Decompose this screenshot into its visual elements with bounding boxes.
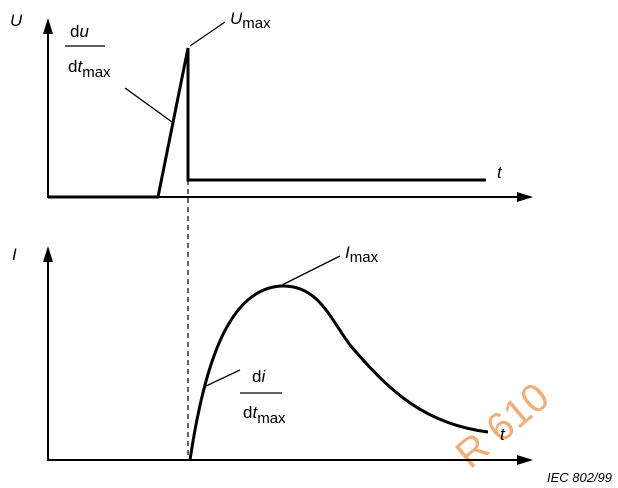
slope-numerator: di — [252, 367, 266, 386]
figure-id: IEC 802/99 — [547, 470, 612, 485]
top-axes — [43, 18, 533, 202]
y-label: U — [10, 11, 23, 30]
bottom-axes — [43, 246, 533, 465]
slope-denominator: dtmax — [243, 403, 286, 427]
y-label: I — [12, 245, 17, 264]
leader — [189, 21, 226, 47]
peak-label: Umax — [230, 9, 271, 32]
leader — [124, 87, 173, 123]
current-curve — [188, 284, 489, 461]
voltage-pulse — [48, 47, 486, 199]
x-label: t — [497, 163, 503, 182]
leader — [205, 369, 241, 387]
peak-label: Imax — [345, 243, 379, 266]
slope-numerator: du — [70, 22, 89, 41]
x-label: t — [500, 425, 506, 444]
slope-denominator: dtmax — [68, 57, 111, 81]
leader — [281, 255, 341, 286]
